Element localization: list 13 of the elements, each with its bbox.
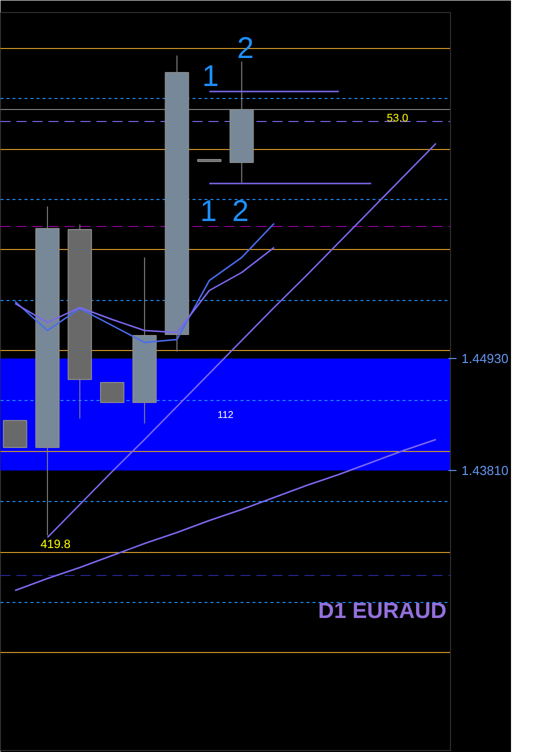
line-series: [14, 246, 275, 334]
line-series: [46, 142, 437, 538]
annotation: 419.8: [40, 537, 71, 551]
annotation: D1 EURAUD: [318, 598, 447, 623]
line-series: [14, 222, 275, 344]
annotation: 2: [232, 195, 249, 228]
candlestick: [100, 382, 124, 403]
annotation: 1: [200, 195, 217, 228]
band-label: 112: [218, 410, 234, 421]
y-tick-label: 1.44930: [462, 351, 508, 366]
line-series: [14, 438, 437, 592]
y-tick-label: 1.43810: [462, 463, 508, 478]
annotation: 1: [202, 60, 219, 93]
